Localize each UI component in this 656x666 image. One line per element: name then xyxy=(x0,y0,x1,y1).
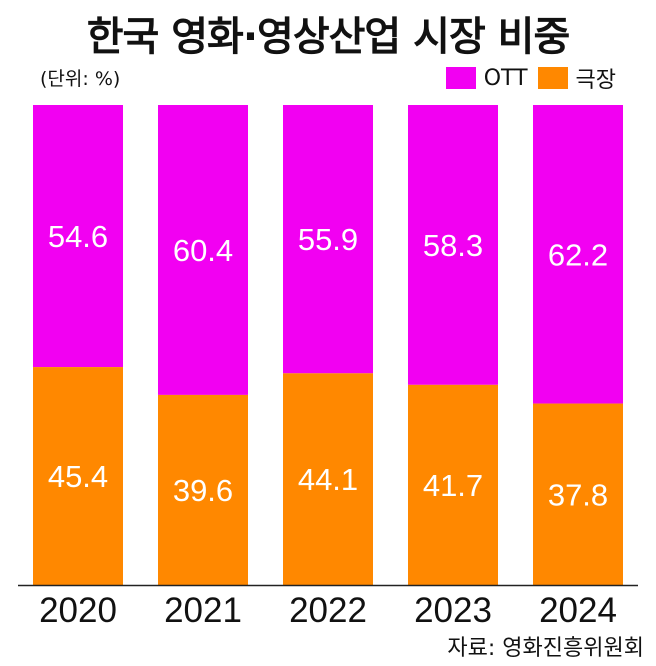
x-tick-label-2024: 2024 xyxy=(539,591,617,630)
data-label-ott-2021: 60.4 xyxy=(173,233,233,268)
bar-ott-2020 xyxy=(33,105,123,368)
source-note: 자료: 영화진흥위원회 xyxy=(447,636,644,661)
legend: OTT 극장 xyxy=(445,62,616,94)
x-tick-label-2020: 2020 xyxy=(39,591,117,630)
bar-theater-2020 xyxy=(33,367,123,585)
data-label-ott-2022: 55.9 xyxy=(298,222,358,257)
x-tick-label-2021: 2021 xyxy=(164,591,242,630)
x-tick-label-2022: 2022 xyxy=(289,591,367,630)
legend-label-ott: OTT xyxy=(483,65,528,91)
legend-label-theater: 극장 xyxy=(575,68,616,93)
bar-ott-2021 xyxy=(158,105,248,395)
legend-item-ott: OTT xyxy=(445,65,528,91)
legend-item-theater: 극장 xyxy=(537,62,616,94)
legend-swatch-theater xyxy=(537,67,568,89)
bar-ott-2024 xyxy=(533,105,623,404)
bar-theater-2023 xyxy=(408,384,498,585)
chart-title: 한국 영화·영상산업 시장 비중 xyxy=(86,14,571,60)
bar-theater-2021 xyxy=(158,394,248,585)
unit-label: (단위: %) xyxy=(40,68,121,90)
data-label-theater-2023: 41.7 xyxy=(423,468,483,503)
data-label-ott-2020: 54.6 xyxy=(48,219,108,254)
data-label-ott-2024: 62.2 xyxy=(548,237,608,272)
data-label-theater-2024: 37.8 xyxy=(548,477,608,512)
bar-ott-2023 xyxy=(408,105,498,385)
bar-theater-2024 xyxy=(533,403,623,585)
data-label-theater-2021: 39.6 xyxy=(173,473,233,508)
bar-theater-2022 xyxy=(283,373,373,585)
data-label-theater-2020: 45.4 xyxy=(48,459,108,494)
bar-ott-2022 xyxy=(283,105,373,374)
data-label-theater-2022: 44.1 xyxy=(298,462,358,497)
x-tick-label-2023: 2023 xyxy=(414,591,492,630)
data-label-ott-2023: 58.3 xyxy=(423,228,483,263)
legend-swatch-ott xyxy=(445,67,476,89)
